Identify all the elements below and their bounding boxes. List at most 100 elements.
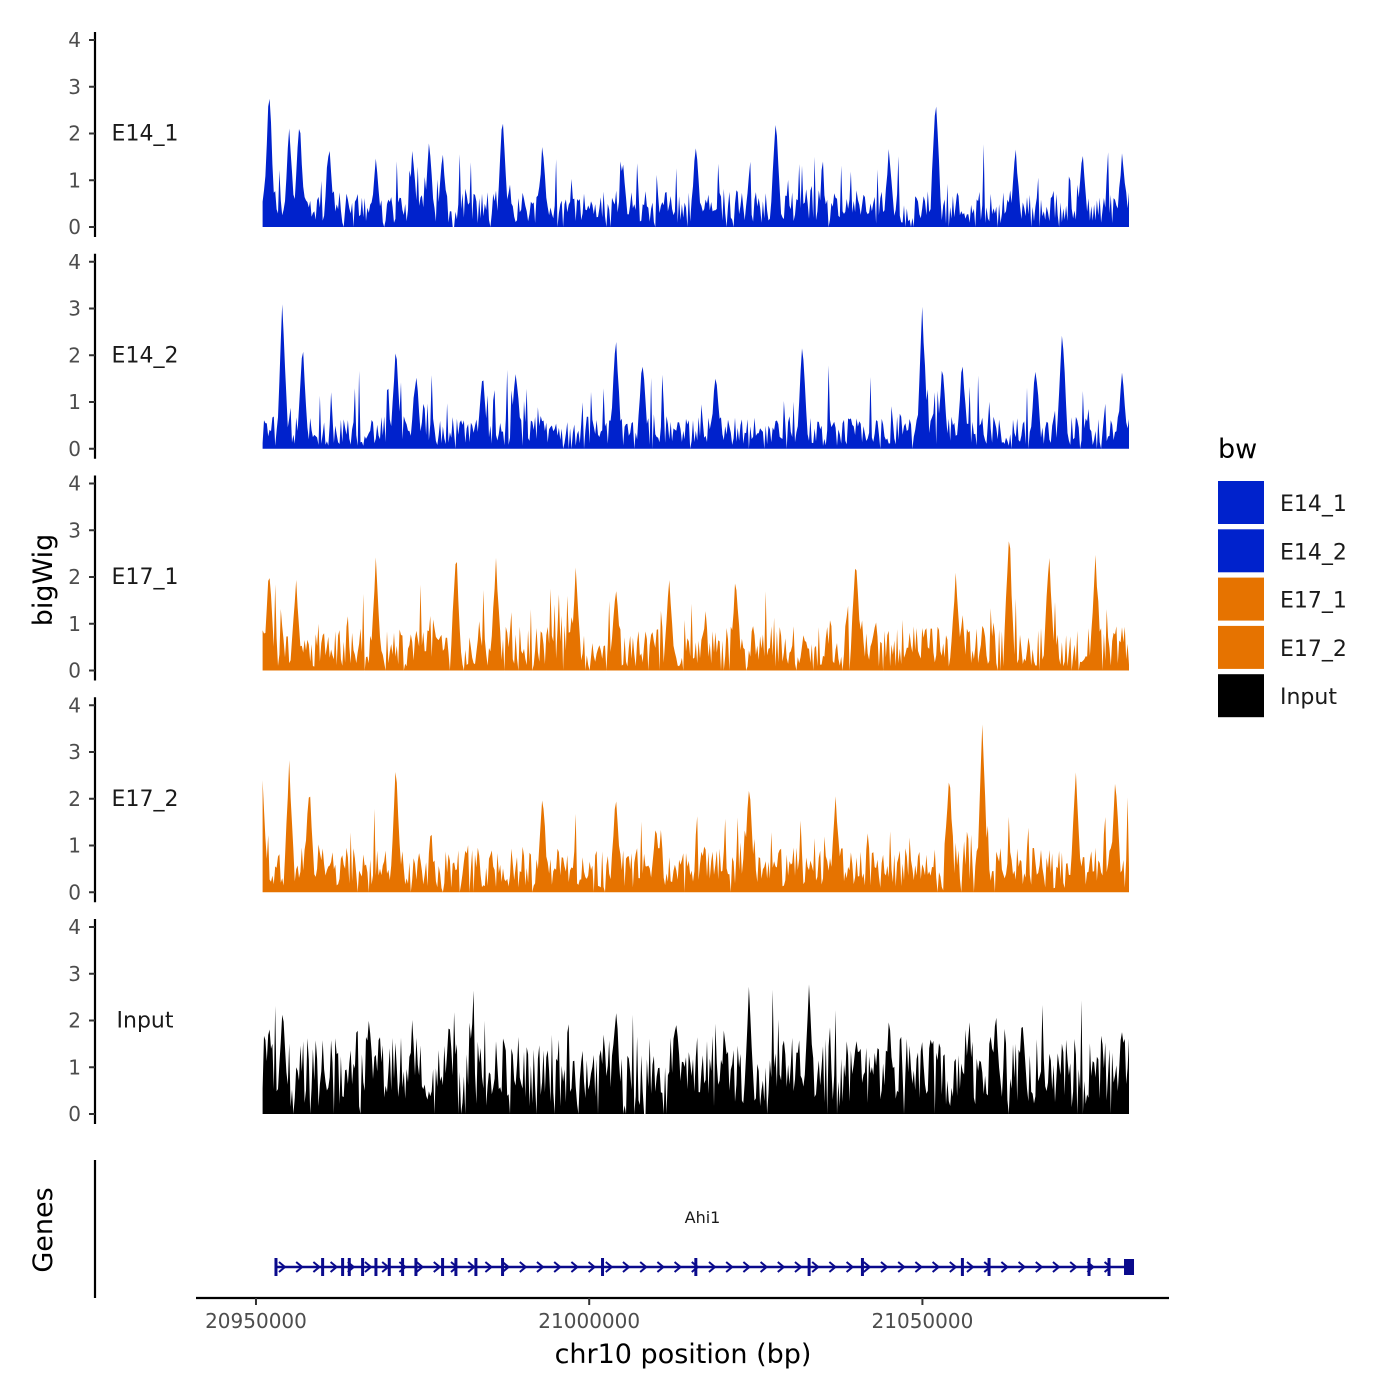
x-axis: 20950000 21000000 21050000 — [196, 1296, 1169, 1333]
legend-label: Input — [1280, 685, 1337, 710]
legend-title: bw — [1218, 434, 1257, 465]
strand-arrow — [295, 1261, 304, 1273]
strand-arrow — [863, 1261, 872, 1273]
y-tick-label: 3 — [68, 297, 81, 321]
exon-mark — [387, 1258, 391, 1276]
track-e14-1: 0 1 2 3 4 E14_1 — [68, 28, 1130, 239]
strand-arrow — [415, 1261, 425, 1273]
strand-arrow — [880, 1261, 889, 1273]
strand-arrow — [1052, 1261, 1061, 1273]
exon-mark — [860, 1258, 864, 1276]
exon-mark — [1124, 1259, 1135, 1275]
x-tick-label: 21000000 — [538, 1309, 640, 1333]
coverage-area-e17-1 — [262, 541, 1130, 671]
strand-arrow — [656, 1261, 665, 1273]
exon-mark — [960, 1258, 964, 1276]
exon-mark — [374, 1258, 378, 1276]
strand-arrow — [1000, 1261, 1009, 1273]
legend-key-e17-2 — [1218, 625, 1264, 669]
y-tick-label: 2 — [68, 122, 81, 146]
legend-key-e14-2 — [1218, 529, 1264, 573]
strand-arrow — [312, 1261, 321, 1273]
track-label: E17_1 — [112, 565, 179, 590]
strand-arrow — [708, 1261, 717, 1273]
strand-arrow — [605, 1261, 614, 1273]
strand-arrow — [484, 1261, 493, 1273]
strand-arrow — [1035, 1261, 1044, 1273]
exon-mark — [401, 1258, 405, 1276]
strand-arrow — [1103, 1261, 1113, 1273]
strand-arrow — [536, 1261, 545, 1273]
y-tick-label: 3 — [68, 75, 81, 99]
strand-arrow — [553, 1261, 562, 1273]
strand-arrow — [519, 1261, 528, 1273]
legend-label: E17_2 — [1280, 637, 1347, 662]
strand-arrow — [639, 1261, 648, 1273]
coverage-area-input — [262, 984, 1130, 1114]
exon-mark — [601, 1258, 605, 1276]
gene-name-label: Ahi1 — [685, 1208, 721, 1227]
tracks-area: 0 1 2 3 4 E14_1 0 1 2 3 4 E14_2 0 1 2 3 4 E17_1 0 1 2 3 4 E17_2… — [68, 28, 1130, 1126]
strand-arrow — [759, 1261, 769, 1273]
y-tick-label: 1 — [68, 1055, 81, 1079]
strand-arrow — [914, 1261, 923, 1273]
legend-key-e17-1 — [1218, 577, 1264, 621]
y-tick-label: 3 — [68, 962, 81, 986]
exon-mark — [441, 1258, 445, 1276]
y-tick-label: 0 — [68, 659, 81, 683]
exon-mark — [474, 1258, 478, 1276]
legend: E14_1 E14_2 E17_1 E17_2 Input — [1218, 481, 1347, 718]
x-tick-label: 21050000 — [872, 1309, 974, 1333]
x-axis-title: chr10 position (bp) — [555, 1339, 812, 1370]
exon-mark — [1087, 1258, 1091, 1276]
y-tick-label: 1 — [68, 168, 81, 192]
exon-mark — [454, 1258, 458, 1276]
exon-mark — [274, 1258, 278, 1276]
y-tick-label: 0 — [68, 437, 81, 461]
exon-mark — [1107, 1258, 1111, 1276]
exon-mark — [694, 1258, 698, 1276]
strand-arrow — [329, 1261, 339, 1273]
legend-key-e14-1 — [1218, 481, 1264, 524]
exon-mark — [347, 1258, 351, 1276]
y-tick-label: 0 — [68, 1102, 81, 1126]
strand-arrow — [931, 1261, 941, 1273]
y-tick-label: 4 — [68, 472, 81, 496]
exon-mark — [501, 1258, 505, 1276]
legend-label: E14_2 — [1280, 540, 1347, 565]
track-e17-1: 0 1 2 3 4 E17_1 — [68, 472, 1130, 683]
strand-arrow — [811, 1261, 820, 1273]
legend-label: E14_1 — [1280, 492, 1347, 517]
exon-mark — [414, 1258, 418, 1276]
track-label: E14_2 — [112, 343, 179, 368]
strand-arrow — [278, 1261, 287, 1273]
y-tick-label: 4 — [68, 250, 81, 274]
exon-mark — [987, 1258, 991, 1276]
strand-arrow — [949, 1261, 958, 1273]
strand-arrow — [777, 1261, 786, 1273]
legend-label: E17_1 — [1280, 589, 1347, 614]
y-tick-label: 3 — [68, 740, 81, 764]
y-tick-label: 0 — [68, 215, 81, 239]
exon-mark — [807, 1258, 811, 1276]
strand-arrow — [897, 1261, 906, 1273]
track-e17-2: 0 1 2 3 4 E17_2 — [68, 693, 1130, 904]
track-e14-2: 0 1 2 3 4 E14_2 — [68, 250, 1130, 461]
track-label: E17_2 — [112, 787, 179, 812]
strand-arrow — [794, 1261, 803, 1273]
legend-key-input — [1218, 674, 1264, 718]
y-tick-label: 2 — [68, 343, 81, 367]
y-tick-label: 0 — [68, 880, 81, 904]
strand-arrow — [1069, 1261, 1078, 1273]
strand-arrow — [828, 1261, 837, 1273]
strand-arrow — [1017, 1261, 1027, 1273]
strand-arrow — [691, 1261, 700, 1273]
track-input: 0 1 2 3 4 Input — [68, 915, 1130, 1126]
track-label: Input — [117, 1009, 174, 1034]
strand-arrow — [364, 1261, 373, 1273]
y-tick-label: 4 — [68, 28, 81, 52]
y-tick-label: 3 — [68, 518, 81, 542]
track-label: E14_1 — [112, 122, 179, 147]
y-tick-label: 4 — [68, 693, 81, 717]
